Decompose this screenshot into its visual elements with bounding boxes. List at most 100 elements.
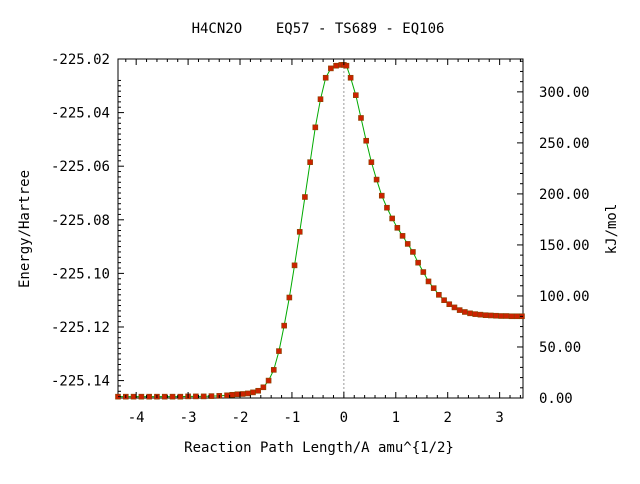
y-left-tick-label: -225.06 [51,159,110,175]
x-tick-label: 3 [495,410,503,426]
data-point [224,392,230,399]
data-point [234,391,241,398]
data-point [229,391,236,398]
data-point [493,312,499,319]
y-left-tick-label: -225.02 [51,52,110,68]
data-point [498,313,504,319]
data-point [389,215,395,222]
data-point [508,313,515,320]
y-right-tick-label: 0.00 [539,391,573,407]
data-point [239,391,246,397]
y-axis-right-ticks: 0.00 50.00 100.00 150.00 200.00 250.00 300.00 [517,60,590,407]
data-point [291,262,298,269]
data-point [343,62,350,69]
data-point [353,92,359,98]
data-point [425,278,432,285]
x-tick-label: -2 [232,410,249,426]
data-point [265,377,272,384]
x-tick-label: -3 [180,410,197,426]
plot-border [117,58,524,399]
data-point [328,65,334,72]
data-point [441,297,447,303]
data-point [276,348,282,354]
data-point [322,74,329,81]
x-tick-label: 0 [340,410,348,426]
data-point [482,312,489,318]
data-point [358,115,364,121]
data-point [270,367,277,373]
data-point [200,393,207,400]
data-point [472,311,479,317]
data-point [467,310,473,317]
data-point [488,312,494,319]
y-left-tick-label: -225.10 [51,266,110,282]
plot-frame [117,58,524,399]
data-point [394,225,401,231]
data-point [255,387,261,394]
data-point [420,269,427,275]
data-point [146,393,152,400]
data-point [384,204,390,211]
y-right-tick-label: 250.00 [539,136,590,152]
y-right-tick-label: 150.00 [539,238,590,254]
data-point [260,384,267,391]
x-tick-label: -4 [128,410,145,426]
data-point [462,309,468,315]
x-axis-label: Reaction Path Length/A amu^{1/2} [184,440,454,456]
data-point [130,393,137,400]
data-point [436,292,442,298]
data-point [177,393,184,400]
x-tick-label: -1 [284,410,301,426]
data-point [250,389,256,396]
y-axis-left-label: Energy/Hartree [17,170,33,288]
data-point [286,294,293,301]
chart-title: H4CN2O EQ57 - TS689 - EQ106 [192,21,445,37]
y-left-tick-label: -225.08 [51,213,110,229]
data-point [399,233,406,239]
y-axis-left-ticks: -225.14 -225.12 -225.10 -225.08 -225.06 -225.… [51,52,124,398]
data-point [208,393,215,399]
y-right-tick-label: 50.00 [539,340,581,356]
y-axis-right-label: kJ/mol [604,204,620,255]
data-point [302,194,308,200]
data-points [115,62,525,400]
data-point [503,313,510,319]
data-point [307,159,313,165]
x-axis-ticks: -4 -3 -2 -1 0 1 2 3 [125,59,521,426]
y-right-tick-label: 200.00 [539,187,590,203]
data-point [138,393,145,400]
y-left-tick-label: -225.14 [51,374,110,390]
data-point [296,229,303,235]
data-point [410,249,416,255]
data-point [169,393,176,400]
data-point [477,311,484,318]
energy-curve-line [118,64,522,398]
data-point [333,62,339,69]
data-point [430,285,437,291]
data-point [446,301,453,308]
data-point [161,393,168,400]
data-point [378,192,385,199]
data-point [415,259,421,266]
data-point [451,304,458,311]
data-point [373,176,380,183]
x-tick-label: 1 [392,410,400,426]
data-point [281,322,287,329]
data-point [193,393,199,400]
y-right-tick-label: 100.00 [539,289,590,305]
data-point [456,307,463,313]
y-left-tick-label: -225.12 [51,320,110,336]
data-point [317,96,324,102]
x-tick-label: 2 [443,410,451,426]
data-point [245,390,251,397]
data-point [513,313,520,320]
data-point [312,124,319,131]
energy-curve [118,64,522,398]
data-point [363,137,369,144]
data-point [347,74,354,81]
data-point [368,159,375,165]
data-point [404,241,411,247]
y-left-tick-label: -225.04 [51,106,110,122]
